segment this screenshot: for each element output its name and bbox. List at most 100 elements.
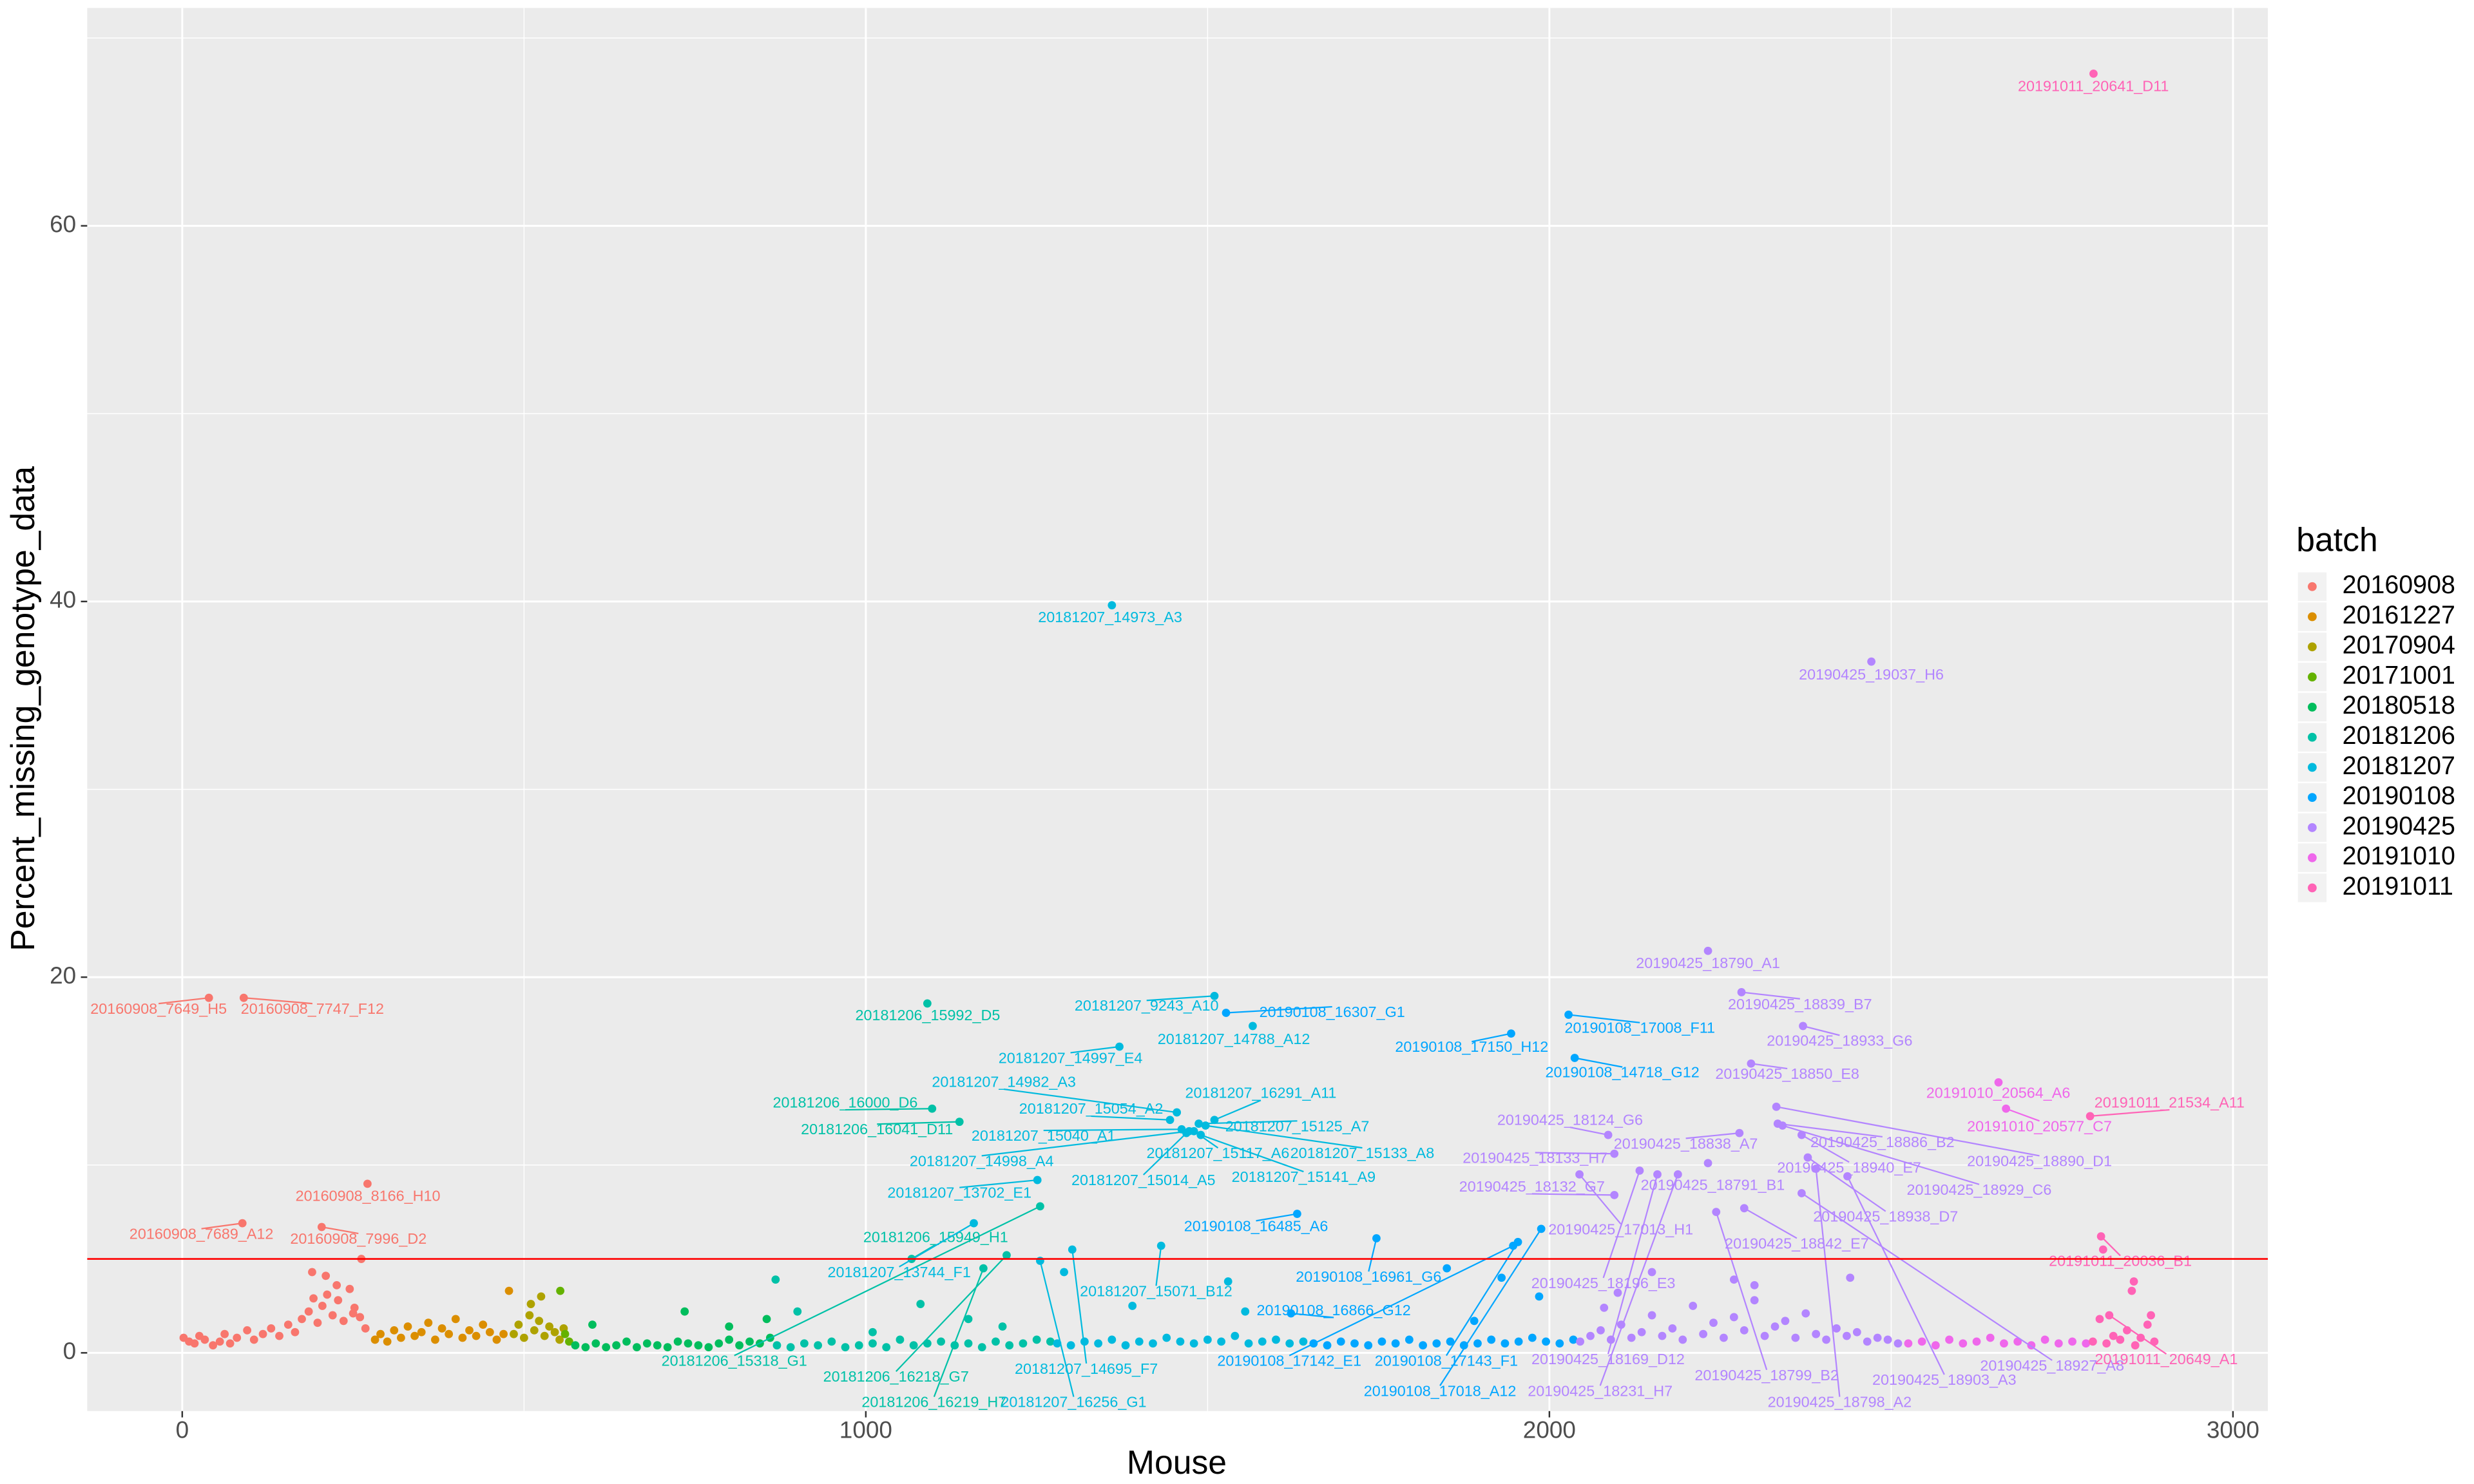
point-label: 20191011_20649_A1 xyxy=(2095,1351,2238,1367)
labeled-point xyxy=(1292,1210,1301,1218)
point xyxy=(431,1335,439,1344)
label-connector xyxy=(895,1254,1008,1372)
label-connector xyxy=(1568,1014,1640,1023)
labeled-point xyxy=(1165,1116,1175,1125)
point-label: 20190425_18231_H7 xyxy=(1528,1382,1673,1399)
point xyxy=(581,1343,590,1352)
label-connector xyxy=(1256,1213,1298,1222)
point xyxy=(1128,1302,1137,1310)
labeled-point xyxy=(1610,1149,1619,1158)
labeled-point xyxy=(1210,1116,1219,1125)
point xyxy=(465,1326,474,1335)
label-connector xyxy=(1778,1123,1883,1138)
point xyxy=(1904,1339,1913,1348)
point xyxy=(1822,1335,1830,1344)
point xyxy=(514,1320,523,1329)
point-label: 20190425_18903_A3 xyxy=(1872,1371,2017,1388)
label-connector xyxy=(1776,1106,2040,1157)
label-connector xyxy=(1801,1134,1850,1163)
point-label: 20181206_15949_H1 xyxy=(863,1229,1008,1246)
point xyxy=(492,1335,501,1344)
point-label: 20181207_15040_A1 xyxy=(972,1127,1116,1144)
point xyxy=(1791,1333,1800,1342)
point xyxy=(2054,1339,2063,1348)
label-connector xyxy=(1200,1134,1304,1173)
point-label: 20190425_18791_B1 xyxy=(1641,1176,1785,1193)
label-connector xyxy=(2109,1315,2167,1355)
point xyxy=(479,1320,488,1329)
point xyxy=(220,1329,229,1338)
labeled-point xyxy=(1604,1130,1613,1139)
label-connector xyxy=(2100,1235,2121,1257)
label-connector xyxy=(1439,1228,1542,1386)
point-label: 20190425_18196_E3 xyxy=(1531,1275,1676,1291)
point-label: 20190425_18839_B7 xyxy=(1728,996,1872,1013)
label-connector xyxy=(158,997,209,1005)
point-label: 20181207_15014_A5 xyxy=(1071,1172,1216,1188)
point xyxy=(2095,1315,2104,1324)
point-label: 20181207_15071_B12 xyxy=(1080,1282,1232,1299)
point xyxy=(564,1337,573,1346)
point-label: 20181207_14788_A12 xyxy=(1158,1031,1310,1047)
labeled-point xyxy=(1222,1009,1231,1017)
label-connector xyxy=(1801,1192,2053,1361)
legend-label: 20190425 xyxy=(2343,812,2455,840)
point xyxy=(882,1343,891,1352)
legend-marker xyxy=(2308,672,2317,681)
labeled-point xyxy=(1194,1119,1203,1128)
legend-label: 20171001 xyxy=(2343,661,2455,689)
point xyxy=(1391,1339,1400,1348)
label-connector xyxy=(1574,1057,1623,1068)
labeled-point xyxy=(1507,1029,1515,1038)
point xyxy=(345,1284,354,1293)
point xyxy=(909,1341,918,1350)
point-label: 20181207_15133_A8 xyxy=(1290,1145,1435,1161)
point xyxy=(2082,1339,2091,1348)
point xyxy=(622,1337,631,1346)
point-label: 20190108_16485_A6 xyxy=(1184,1217,1328,1234)
point xyxy=(396,1333,405,1342)
point xyxy=(1917,1337,1926,1346)
labeled-point xyxy=(1182,1128,1191,1137)
label-connector xyxy=(1070,1045,1120,1054)
point-label: 20191011_20641_D11 xyxy=(2018,78,2169,95)
point xyxy=(1258,1337,1267,1346)
point-label: 20181206_15992_D5 xyxy=(856,1007,1001,1023)
point xyxy=(1986,1333,1995,1342)
label-connector xyxy=(1602,1170,1640,1279)
point xyxy=(1176,1337,1185,1346)
point xyxy=(525,1311,534,1320)
y-axis-title: Percent_missing_genotype_data xyxy=(4,466,41,951)
legend-label: 20161227 xyxy=(2343,601,2455,629)
labeled-point xyxy=(1036,1257,1044,1265)
label-connector xyxy=(1685,1132,1740,1139)
point-label: 20160908_7747_F12 xyxy=(241,1000,384,1017)
label-connector xyxy=(2090,1108,2170,1118)
label-connector xyxy=(981,1130,1189,1157)
point xyxy=(190,1339,199,1348)
point xyxy=(673,1337,682,1346)
labeled-point xyxy=(1778,1121,1787,1130)
labeled-point xyxy=(363,1179,372,1188)
point-label: 20191011_21534_A11 xyxy=(2095,1094,2245,1110)
point xyxy=(1419,1341,1427,1350)
labeled-point xyxy=(1673,1170,1682,1179)
point xyxy=(1812,1329,1821,1338)
point xyxy=(827,1337,836,1346)
labeled-point xyxy=(1610,1190,1619,1199)
point xyxy=(1135,1337,1144,1346)
point xyxy=(1217,1337,1225,1346)
point-label: 20190425_18798_A2 xyxy=(1768,1394,1912,1411)
point xyxy=(1032,1335,1041,1344)
point xyxy=(1323,1341,1332,1350)
point xyxy=(896,1335,905,1344)
point-label: 20190108_17018_A12 xyxy=(1364,1382,1517,1399)
labeled-point xyxy=(1002,1251,1011,1260)
point xyxy=(383,1337,392,1346)
point xyxy=(1586,1331,1595,1340)
labeled-point xyxy=(955,1118,964,1127)
labeled-point xyxy=(2096,1232,2105,1241)
point xyxy=(215,1337,224,1346)
point-label: 20190425_18124_G6 xyxy=(1497,1111,1643,1128)
